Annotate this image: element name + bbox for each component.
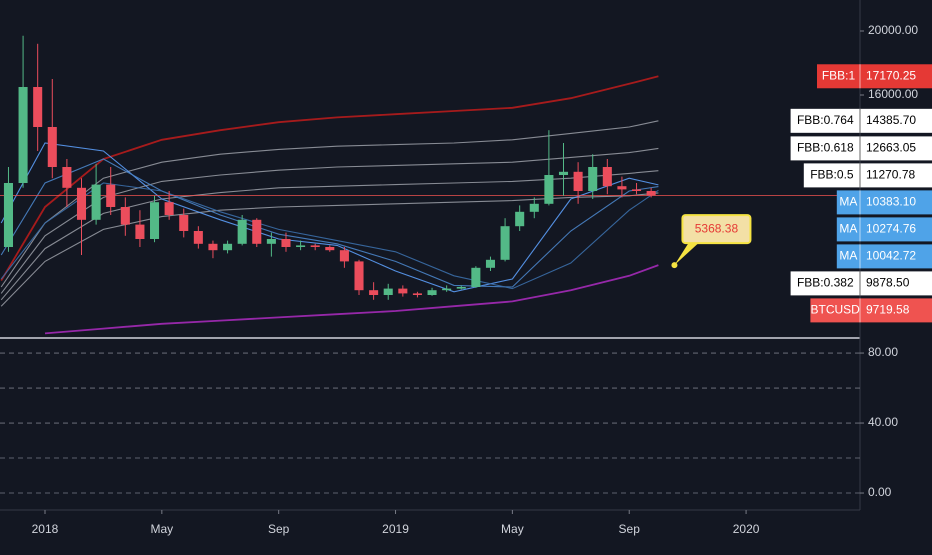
- price-label-name: MA: [839, 195, 857, 209]
- x-tick-label: 2019: [382, 522, 409, 536]
- candle-body: [179, 215, 189, 231]
- candle-body: [91, 184, 101, 220]
- price-label-box: [803, 163, 932, 188]
- candle-body: [193, 231, 203, 244]
- price-label-value: 14385.70: [866, 113, 916, 127]
- price-label-value: 12663.05: [866, 141, 916, 155]
- candle-body: [529, 203, 539, 212]
- price-label-box: [790, 271, 932, 296]
- candle-body: [485, 259, 495, 268]
- candle-body: [354, 261, 364, 291]
- price-label-name: FBB:0.5: [810, 168, 854, 182]
- x-tick-label: 2018: [32, 522, 59, 536]
- candle-body: [442, 288, 452, 291]
- price-label-name: MA: [839, 222, 857, 236]
- x-tick-label: Sep: [619, 522, 641, 536]
- candle-body: [471, 267, 481, 287]
- candle-body: [252, 219, 262, 244]
- price-label-value: 17170.25: [866, 68, 916, 82]
- candle-body: [383, 288, 393, 295]
- indicator-line: [44, 264, 659, 335]
- y-tick-label: 0.00: [868, 485, 892, 499]
- candle-body: [266, 239, 276, 244]
- candle-body: [632, 189, 642, 191]
- price-label-box: [836, 217, 932, 242]
- x-tick-label: Sep: [268, 522, 290, 536]
- candle-body: [47, 127, 57, 167]
- price-label-value: 10383.10: [866, 195, 916, 209]
- y-tick-label: 40.00: [868, 415, 898, 429]
- candle-body: [135, 224, 145, 239]
- price-label-box: [817, 64, 932, 89]
- candle-body: [106, 184, 116, 207]
- indicator-line: [0, 147, 659, 294]
- price-label-box: [810, 298, 932, 323]
- price-label-value: 10274.76: [866, 222, 916, 236]
- price-label-box: [836, 244, 932, 269]
- indicator-line: [0, 142, 659, 293]
- indicator-line: [0, 170, 659, 301]
- price-label-name: FBB:0.618: [797, 141, 854, 155]
- candle-body: [310, 245, 320, 247]
- candle-body: [208, 243, 218, 251]
- candle-body: [120, 207, 130, 225]
- indicator-line: [0, 120, 659, 288]
- candle-body: [617, 186, 627, 190]
- candle-body: [544, 175, 554, 204]
- price-label-name: FBB:0.382: [797, 276, 854, 290]
- price-label-value: 9878.50: [866, 276, 910, 290]
- candle-body: [281, 239, 291, 247]
- candle-body: [500, 226, 510, 260]
- candle-body: [18, 87, 28, 183]
- candle-body: [33, 87, 43, 127]
- annotation-box: [681, 214, 752, 245]
- candle-body: [296, 245, 306, 247]
- candle-body: [62, 167, 72, 188]
- candle-body: [515, 211, 525, 227]
- x-tick-label: 2020: [733, 522, 760, 536]
- price-label-box: [790, 136, 932, 161]
- candle-body: [150, 202, 160, 239]
- x-tick-label: May: [150, 522, 173, 536]
- candle-body: [588, 167, 598, 191]
- y-tick-label: 80.00: [868, 345, 898, 359]
- price-label-name: FBB:0.764: [797, 113, 854, 127]
- price-label-value: 10042.72: [866, 249, 916, 263]
- candle-body: [646, 191, 656, 196]
- y-tick-label: 16000.00: [868, 87, 918, 101]
- candle-body: [558, 171, 569, 175]
- candle-body: [325, 247, 335, 251]
- annotation-pointer: [674, 243, 699, 266]
- candle-body: [573, 171, 583, 191]
- price-label-name: FBB:1: [822, 68, 856, 82]
- annotation-label: 5368.38: [695, 221, 739, 235]
- price-label-box: [836, 190, 932, 215]
- candle-body: [237, 219, 247, 244]
- candle-body: [223, 243, 233, 251]
- candle-body: [398, 288, 408, 294]
- indicator-line: [0, 192, 659, 307]
- price-label-value: 9719.58: [866, 303, 910, 317]
- indicator-line: [0, 158, 659, 288]
- price-label-value: 11270.78: [866, 168, 915, 182]
- indicator-line: [0, 182, 659, 290]
- price-label-name: BTCUSD: [811, 303, 861, 317]
- candle-body: [164, 202, 174, 215]
- candle-body: [602, 167, 612, 187]
- candle-body: [339, 250, 349, 262]
- x-tick-label: May: [501, 522, 524, 536]
- candle-body: [427, 290, 437, 295]
- price-label-name: MA: [839, 249, 857, 263]
- candle-body: [412, 293, 422, 295]
- candle-body: [456, 287, 466, 289]
- candle-body: [369, 290, 379, 295]
- candle-body: [76, 187, 87, 220]
- price-label-box: [790, 108, 932, 133]
- y-tick-label: 20000.00: [868, 23, 918, 37]
- candle-body: [3, 183, 13, 247]
